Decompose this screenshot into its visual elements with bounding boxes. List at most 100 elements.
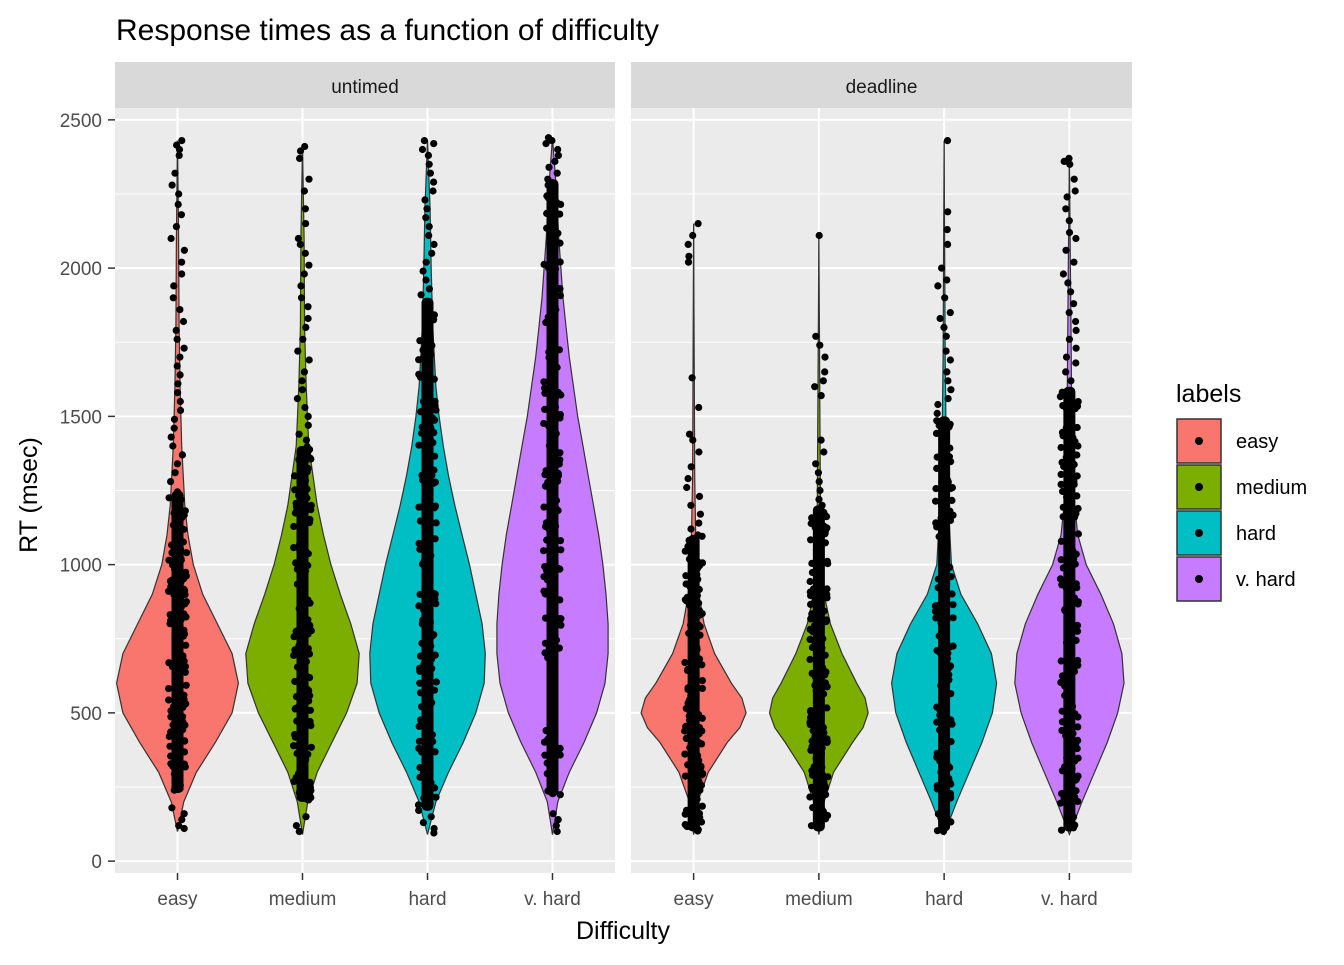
data-point (689, 730, 697, 738)
data-point (824, 811, 832, 820)
data-point (182, 641, 190, 649)
data-point (1067, 288, 1075, 296)
data-point (180, 630, 189, 638)
data-point (422, 513, 430, 521)
data-point (297, 483, 305, 491)
data-point (303, 485, 311, 493)
data-point (428, 632, 436, 640)
data-point (698, 677, 707, 685)
data-point (420, 557, 428, 565)
data-point (430, 504, 438, 512)
data-point (820, 690, 828, 698)
data-point (428, 249, 436, 257)
data-point (167, 616, 175, 625)
data-point (548, 326, 556, 334)
data-point (417, 291, 425, 299)
data-point (165, 685, 173, 693)
data-point (1070, 555, 1078, 563)
data-point (823, 616, 831, 624)
data-point (306, 454, 314, 462)
data-point (1062, 368, 1070, 376)
data-point (421, 196, 429, 204)
data-point (819, 778, 827, 787)
data-point (1065, 335, 1073, 343)
data-point (428, 341, 436, 350)
data-point (546, 654, 554, 662)
data-point (817, 750, 826, 758)
data-point (174, 702, 182, 710)
data-point (1057, 826, 1066, 834)
data-point (418, 503, 426, 511)
data-point (305, 175, 313, 183)
data-point (934, 400, 942, 409)
data-point (1065, 409, 1074, 417)
data-point (554, 388, 562, 396)
data-point (167, 707, 175, 715)
data-point (1057, 657, 1065, 665)
x-tick-label: medium (269, 889, 337, 910)
data-point (425, 765, 433, 773)
data-point (813, 703, 821, 711)
data-point (418, 423, 426, 431)
violin-medium (245, 142, 360, 836)
data-point (425, 223, 433, 231)
data-point (169, 557, 177, 566)
data-point (424, 326, 432, 334)
data-point (304, 421, 312, 429)
data-point (943, 276, 951, 284)
data-point (933, 464, 941, 472)
data-point (938, 264, 946, 272)
data-point (1072, 636, 1080, 645)
data-point (808, 737, 816, 745)
data-point (544, 194, 552, 202)
data-point (1069, 433, 1077, 442)
data-point (813, 777, 821, 785)
data-point (1064, 663, 1072, 672)
data-point (944, 395, 952, 403)
data-point (1071, 513, 1079, 521)
data-point (554, 477, 562, 485)
data-point (556, 791, 564, 799)
data-point (169, 721, 177, 729)
data-point (688, 796, 696, 804)
data-point (1066, 789, 1074, 797)
data-point (944, 208, 952, 216)
data-point (807, 615, 815, 623)
legend-key-point (1195, 437, 1203, 445)
data-point (942, 774, 950, 782)
data-point (942, 332, 950, 340)
data-point (821, 784, 829, 792)
data-point (1074, 723, 1082, 731)
panel-deadline: deadline (631, 62, 1132, 873)
data-point (549, 441, 557, 449)
data-point (821, 527, 830, 535)
data-point (180, 525, 188, 534)
data-point (1073, 492, 1081, 500)
data-point (417, 716, 425, 724)
data-point (302, 220, 310, 228)
data-point (933, 523, 941, 531)
data-point (425, 160, 433, 168)
y-tick-label: 1500 (60, 407, 102, 428)
violin-shape (115, 140, 240, 832)
data-point (426, 618, 434, 626)
data-point (551, 296, 559, 304)
data-point (165, 732, 173, 741)
data-point (1070, 477, 1078, 485)
data-point (947, 662, 955, 670)
data-point (423, 563, 431, 572)
data-point (293, 742, 301, 750)
data-point (300, 631, 308, 639)
data-point (685, 629, 693, 637)
data-point (681, 772, 690, 780)
data-point (685, 696, 694, 704)
data-point (556, 258, 564, 266)
data-point (821, 651, 829, 659)
data-point (940, 485, 948, 493)
data-point (698, 802, 706, 810)
data-point (176, 306, 184, 314)
data-point (557, 621, 565, 629)
data-point (810, 585, 818, 593)
data-point (181, 668, 189, 676)
data-point (540, 547, 548, 555)
